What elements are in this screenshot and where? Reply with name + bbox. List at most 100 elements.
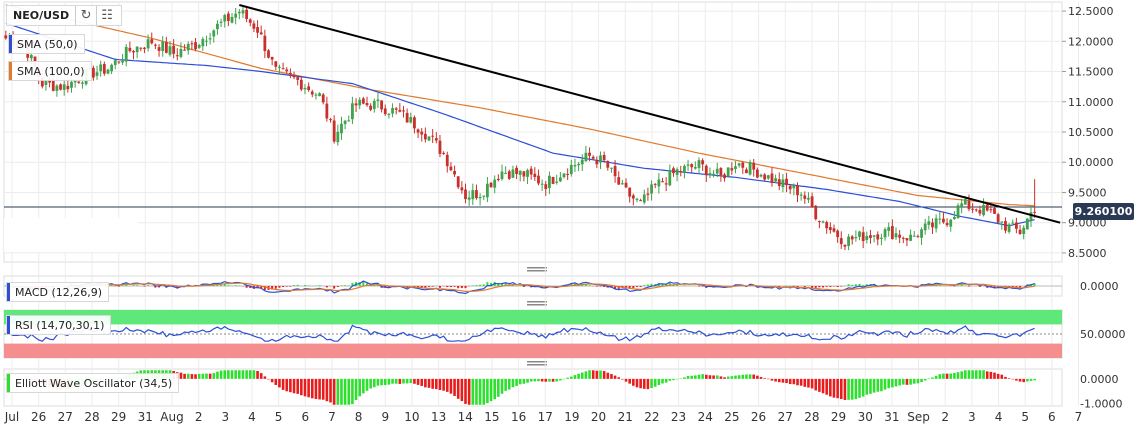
macd-hist-bar: [439, 286, 441, 288]
candle-body: [643, 195, 646, 203]
ewo-bar: [789, 379, 792, 384]
ewo-bar: [548, 379, 551, 382]
macd-hist-bar: [304, 285, 306, 286]
macd-label[interactable]: MACD (12,26,9): [6, 282, 109, 302]
candle-body: [395, 108, 398, 109]
ewo-bar: [887, 379, 890, 388]
candle-body: [110, 65, 113, 71]
candle-body: [621, 183, 624, 184]
ewo-bar: [1011, 379, 1014, 380]
ewo-bar: [928, 379, 931, 380]
ewo-bar: [530, 379, 533, 382]
candle-body: [738, 163, 741, 165]
ewo-bar: [862, 379, 865, 397]
ewo-bar: [811, 379, 814, 389]
sma50-label[interactable]: SMA (50,0): [8, 34, 85, 54]
candle-body: [256, 27, 259, 33]
macd-hist-bar: [1015, 286, 1017, 287]
panel-handle: [527, 301, 547, 303]
macd-hist-bar: [297, 285, 299, 286]
symbol-selector[interactable]: NEO/USD ↻ ☷: [6, 5, 122, 26]
candle-body: [716, 169, 719, 174]
macd-hist-bar: [822, 286, 824, 287]
candle-body: [355, 103, 358, 105]
ewo-bar: [672, 379, 675, 380]
ewo-bar: [946, 374, 949, 379]
candle-body: [617, 177, 620, 184]
candle-body: [723, 175, 726, 179]
ewo-bar: [902, 379, 905, 385]
candle-body: [136, 47, 139, 52]
ewo-bar: [486, 379, 489, 403]
candle-body: [818, 221, 821, 222]
x-tick-label: 26: [31, 410, 46, 424]
candle-body: [902, 238, 905, 239]
ewo-bar: [676, 379, 679, 380]
macd-hist-bar: [793, 285, 795, 286]
macd-hist-bar: [964, 285, 966, 286]
macd-hist-bar: [840, 286, 842, 287]
macd-hist-bar: [702, 286, 704, 287]
symbol-label[interactable]: NEO/USD: [13, 9, 69, 22]
ewo-tick-label: 0.0000: [1080, 373, 1119, 386]
ewo-bar: [1033, 379, 1036, 380]
candle-body: [690, 164, 693, 167]
macd-hist-bar: [227, 285, 229, 286]
macd-hist-bar: [472, 285, 474, 286]
candle-body: [285, 70, 288, 72]
y-tick-label: 12.0000: [1068, 35, 1114, 48]
candle-body: [519, 171, 522, 175]
ewo-bar: [701, 374, 704, 379]
candle-body: [245, 10, 248, 19]
ewo-bar: [731, 376, 734, 379]
candle-body: [377, 100, 380, 101]
ewo-bar: [628, 379, 631, 384]
candle-body: [453, 171, 456, 174]
ewo-bar: [388, 379, 391, 385]
ewo-bar: [472, 379, 475, 405]
bars-settings-icon[interactable]: ☷: [96, 6, 117, 25]
ewo-bar: [180, 373, 183, 379]
candle-body: [468, 197, 471, 199]
ewo-bar: [300, 379, 303, 395]
macd-hist-bar: [599, 286, 601, 287]
x-tick-label: 10: [404, 410, 419, 424]
candle-body: [402, 110, 405, 111]
ewo-label[interactable]: Elliott Wave Oscillator (34,5): [6, 373, 179, 393]
candle-body: [180, 49, 183, 57]
candle-body: [263, 36, 266, 51]
sma100-label[interactable]: SMA (100,0): [8, 61, 92, 81]
candle-body: [282, 68, 285, 69]
candle-body: [515, 168, 518, 174]
candle-body: [577, 164, 580, 165]
ewo-bar: [420, 379, 423, 386]
rsi-label[interactable]: RSI (14,70,30,1): [6, 315, 111, 335]
candle-body: [650, 184, 653, 193]
ewo-bar: [621, 379, 624, 380]
candle-body: [957, 205, 960, 218]
ewo-bar: [771, 379, 774, 381]
x-tick-label: 7: [1075, 410, 1083, 424]
candle-body: [74, 81, 77, 83]
refresh-icon[interactable]: ↻: [75, 6, 96, 25]
ewo-bar: [249, 370, 252, 379]
ewo-bar: [822, 379, 825, 393]
ewo-bar: [453, 379, 456, 396]
ewo-bar: [329, 379, 332, 403]
ewo-bar: [559, 379, 562, 381]
candle-body: [701, 160, 704, 164]
candle-body: [683, 166, 686, 173]
y-tick-label: 11.0000: [1068, 96, 1114, 109]
candle-body: [198, 45, 201, 48]
macd-hist-bar: [815, 286, 817, 288]
x-tick-label: 7: [328, 410, 336, 424]
macd-hist-bar: [829, 286, 831, 287]
macd-hist-bar: [475, 285, 477, 286]
panel-handle: [527, 304, 547, 306]
ewo-bar: [767, 379, 770, 380]
ewo-bar: [727, 377, 730, 379]
candle-body: [194, 42, 197, 49]
candle-body: [128, 48, 131, 51]
sma50-label-text: SMA (50,0): [17, 38, 78, 51]
ewo-bar: [796, 379, 799, 385]
